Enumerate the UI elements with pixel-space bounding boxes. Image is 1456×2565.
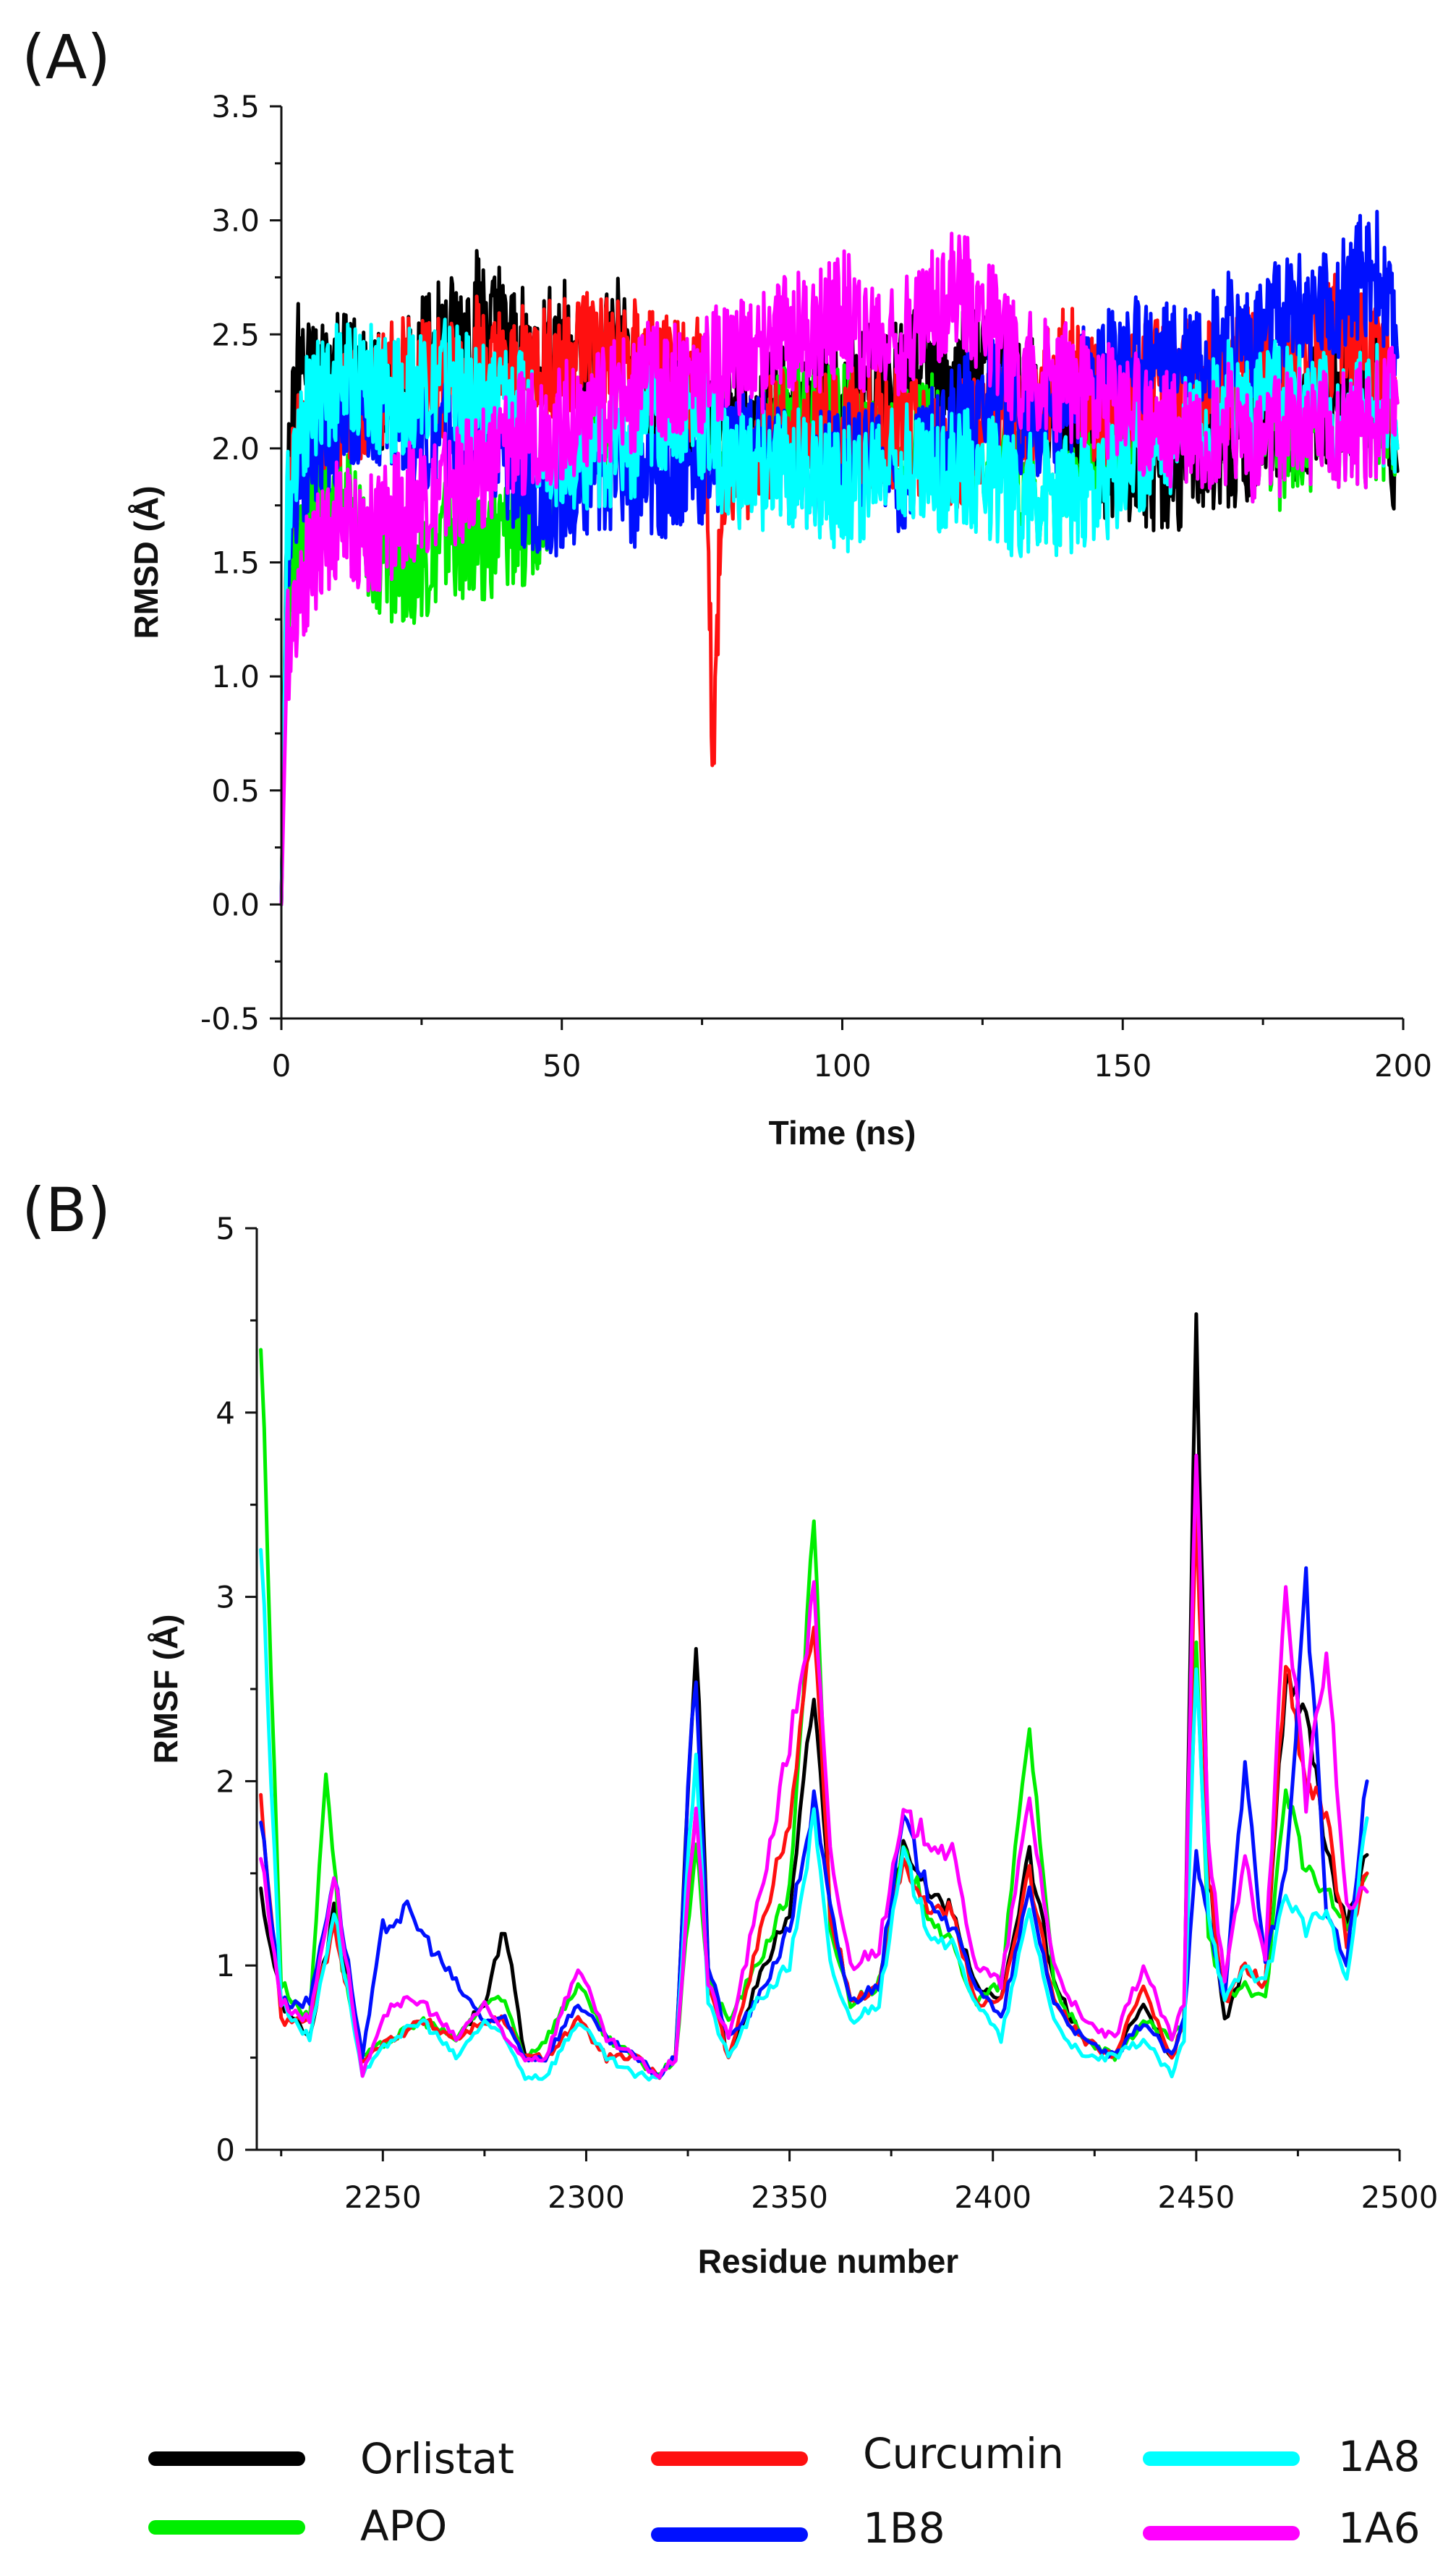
rmsf-y-tick-label: 1 bbox=[216, 1948, 235, 1983]
rmsd-x-tick-label: 0 bbox=[272, 1048, 291, 1084]
rmsd-y-tick-label: -0.5 bbox=[200, 1001, 260, 1037]
rmsd-y-tick-label: 3.5 bbox=[211, 89, 260, 124]
rmsf-series-1a6 bbox=[259, 1453, 1369, 2080]
rmsd-x-tick-label: 100 bbox=[813, 1048, 871, 1084]
rmsf-y-tick-label: 5 bbox=[216, 1211, 235, 1246]
rmsf-y-tick-label: 4 bbox=[216, 1395, 235, 1431]
rmsd-y-tick-label: 1.0 bbox=[211, 659, 260, 694]
rmsf-y-axis-title: RMSF (Å) bbox=[147, 1615, 184, 1764]
rmsd-y-tick-label: 3.0 bbox=[211, 203, 260, 239]
rmsd-y-tick-label: 0.5 bbox=[211, 773, 260, 809]
rmsd-series bbox=[279, 210, 1400, 906]
rmsf-y-tick-label: 3 bbox=[216, 1580, 235, 1615]
rmsd-x-tick-label: 200 bbox=[1374, 1048, 1432, 1084]
legend: Orlistat Curcumin 1A8 APO 1B8 1A6 bbox=[148, 2429, 1420, 2553]
rmsd-chart: -0.5 0.0 0.5 1.0 1.5 2.0 2.5 3.0 3.5 0 50 100 150 200… bbox=[127, 89, 1432, 1152]
legend-label-apo: APO bbox=[360, 2501, 447, 2551]
legend-label-1a6: 1A6 bbox=[1338, 2504, 1420, 2553]
rmsd-x-tick-label: 50 bbox=[542, 1048, 581, 1084]
legend-label-orlistat: Orlistat bbox=[360, 2434, 514, 2483]
rmsf-x-axis-title: Residue number bbox=[698, 2242, 959, 2280]
rmsf-y-tick-label: 0 bbox=[216, 2132, 235, 2168]
rmsf-x-tick-label: 2450 bbox=[1157, 2179, 1235, 2215]
rmsf-x-tick-label: 2250 bbox=[344, 2179, 422, 2215]
rmsd-series-1a6 bbox=[279, 231, 1400, 906]
rmsd-y-tick-label: 1.5 bbox=[211, 545, 260, 581]
rmsf-x-tick-label: 2500 bbox=[1361, 2179, 1439, 2215]
panel-a-label: (A) bbox=[22, 22, 111, 93]
rmsd-y-tick-label: 2.0 bbox=[211, 431, 260, 467]
rmsf-series bbox=[259, 1312, 1369, 2082]
rmsd-x-tick-label: 150 bbox=[1094, 1048, 1151, 1084]
rmsf-x-tick-label: 2400 bbox=[954, 2179, 1031, 2215]
rmsd-y-axis-title: RMSD (Å) bbox=[127, 485, 165, 639]
rmsd-y-tick-label: 2.5 bbox=[211, 317, 260, 352]
rmsd-y-tick-label: 0.0 bbox=[211, 887, 260, 922]
rmsf-chart: 0 1 2 3 4 5 2250 2300 2350 2400 2450 2500 Residue nu… bbox=[147, 1211, 1438, 2280]
panel-b-label: (B) bbox=[22, 1175, 111, 1246]
rmsf-y-tick-label: 2 bbox=[216, 1764, 235, 1799]
rmsf-x-tick-label: 2350 bbox=[751, 2179, 828, 2215]
legend-label-1a8: 1A8 bbox=[1338, 2432, 1420, 2481]
legend-label-curcumin: Curcumin bbox=[863, 2429, 1064, 2478]
rmsf-x-tick-label: 2300 bbox=[548, 2179, 625, 2215]
rmsd-x-axis-title: Time (ns) bbox=[769, 1114, 916, 1152]
legend-label-1b8: 1B8 bbox=[863, 2504, 945, 2553]
